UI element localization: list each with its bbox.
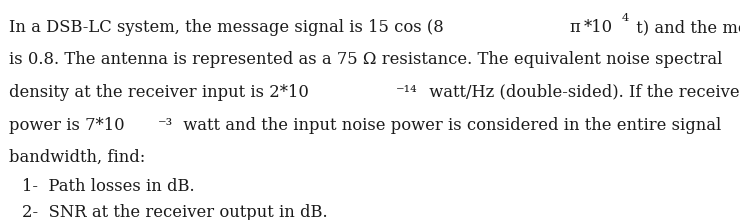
Text: watt/Hz (double-sided). If the received signal: watt/Hz (double-sided). If the received … [424, 84, 740, 101]
Text: ⁻³: ⁻³ [158, 117, 173, 134]
Text: In a DSB-LC system, the message signal is 15 cos (8: In a DSB-LC system, the message signal i… [9, 19, 444, 36]
Text: watt and the input noise power is considered in the entire signal: watt and the input noise power is consid… [178, 117, 721, 134]
Text: *10: *10 [584, 19, 613, 36]
Text: ⁻¹⁴: ⁻¹⁴ [396, 84, 417, 101]
Text: t) and the modulation index: t) and the modulation index [630, 19, 740, 36]
Text: 1-  Path losses in dB.: 1- Path losses in dB. [22, 178, 195, 195]
Text: 2-  SNR at the receiver output in dB.: 2- SNR at the receiver output in dB. [22, 204, 328, 220]
Text: bandwidth, find:: bandwidth, find: [9, 149, 145, 166]
Text: 4: 4 [622, 13, 628, 23]
Text: π: π [570, 19, 581, 36]
Text: is 0.8. The antenna is represented as a 75 Ω resistance. The equivalent noise sp: is 0.8. The antenna is represented as a … [9, 51, 722, 68]
Text: density at the receiver input is 2*10: density at the receiver input is 2*10 [9, 84, 309, 101]
Text: power is 7*10: power is 7*10 [9, 117, 124, 134]
